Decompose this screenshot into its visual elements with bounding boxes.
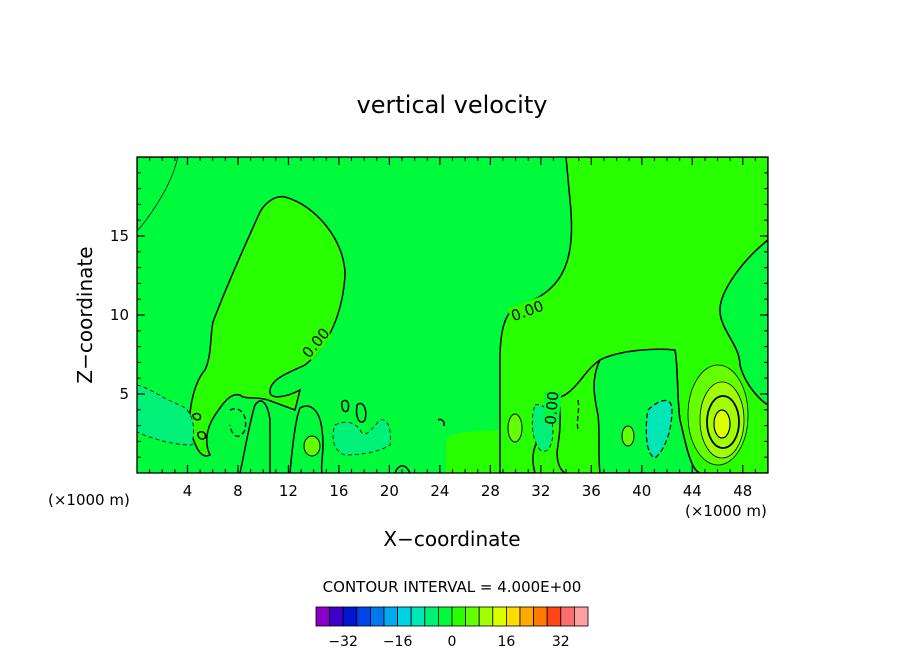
colorbar-tick-label: 16 xyxy=(497,634,515,650)
contour-label-bg-2 xyxy=(507,296,547,324)
field-negative-corner xyxy=(719,239,768,406)
updraft-small-3 xyxy=(621,425,635,447)
x-tick-label: 4 xyxy=(183,482,193,500)
colorbar-swatch xyxy=(574,606,589,627)
downdraft-left xyxy=(137,384,194,446)
updraft-small-1 xyxy=(303,435,321,457)
colorbar-tick-label: 0 xyxy=(448,634,457,650)
x-tick-label: 8 xyxy=(233,482,243,500)
colorbar-swatch xyxy=(410,606,426,627)
contour-small-left xyxy=(192,412,202,421)
contour-surface-1 xyxy=(239,400,271,473)
contour-dashed-1 xyxy=(576,399,580,431)
x-tick-label: 12 xyxy=(279,482,298,500)
colorbar-swatch xyxy=(397,606,412,627)
colorbar-swatch xyxy=(451,606,467,627)
plot-area: 0.00 0.00 0.00 xyxy=(137,157,768,473)
x-tick-label: 44 xyxy=(683,482,702,500)
colorbar-swatch xyxy=(465,606,480,627)
contour-surface-4 xyxy=(437,418,445,427)
colorbar-ticks: −32 −16 0 16 32 xyxy=(328,634,569,650)
contour-surface-2 xyxy=(289,405,324,473)
x-tick-label: 28 xyxy=(481,482,500,500)
downdraft-center xyxy=(332,419,391,456)
x-tick-label: 48 xyxy=(733,482,752,500)
colorbar-swatch xyxy=(546,606,562,627)
x-axis-label: X−coordinate xyxy=(383,527,520,551)
contour-interval: CONTOUR INTERVAL = 4.000E+00 xyxy=(323,578,582,596)
downdraft-right2 xyxy=(645,400,673,459)
colorbar-swatch xyxy=(519,606,535,627)
colorbar-swatch xyxy=(383,606,399,627)
contour-label-3: 0.00 xyxy=(542,391,563,426)
y-tick-label: 10 xyxy=(110,306,129,324)
updraft-small-2 xyxy=(507,413,523,443)
contour-small-left2 xyxy=(197,431,207,440)
x-unit-label-left: (×1000 m) xyxy=(48,491,130,509)
colorbar-swatch xyxy=(437,606,453,627)
colorbar xyxy=(315,606,589,627)
colorbar-swatch xyxy=(492,606,507,627)
y-axis-label: Z−coordinate xyxy=(73,246,97,383)
contour-small-4 xyxy=(355,402,367,423)
colorbar-swatch xyxy=(424,606,439,627)
colorbar-swatch xyxy=(505,606,521,627)
x-tick-label: 20 xyxy=(380,482,399,500)
colorbar-swatch xyxy=(315,606,331,627)
colorbar-swatch xyxy=(369,606,385,627)
contour-small-3 xyxy=(341,399,350,413)
colorbar-swatch xyxy=(356,606,371,627)
colorbar-swatch xyxy=(342,606,358,627)
updraft-core xyxy=(713,409,731,439)
colorbar-tick-label: 32 xyxy=(552,634,570,650)
colorbar-swatch xyxy=(329,606,344,627)
y-tick-label: 5 xyxy=(119,385,129,403)
x-tick-label: 16 xyxy=(329,482,348,500)
y-tick-label: 15 xyxy=(110,227,129,245)
colorbar-tick-label: −32 xyxy=(328,634,358,650)
contour-label-bg-1 xyxy=(299,325,333,361)
contour-dashed-2 xyxy=(229,408,247,437)
contour-surface-3 xyxy=(394,465,411,473)
colorbar-swatch xyxy=(478,606,494,627)
x-tick-label: 36 xyxy=(582,482,601,500)
colorbar-swatch xyxy=(560,606,575,627)
colorbar-tick-label: −16 xyxy=(383,634,413,650)
y-axis: 5 10 15 xyxy=(110,172,768,458)
x-tick-label: 32 xyxy=(531,482,550,500)
x-tick-label: 40 xyxy=(632,482,651,500)
chart-title: vertical velocity xyxy=(357,91,548,119)
field-negative-lower-right xyxy=(593,348,701,473)
colorbar-swatch xyxy=(533,606,548,627)
contour-label-bg-3 xyxy=(542,391,562,425)
x-unit-label-right: (×1000 m) xyxy=(685,502,767,520)
x-tick-label: 24 xyxy=(430,482,449,500)
x-axis: 4 8 12 16 20 24 28 32 36 40 44 48 xyxy=(149,157,756,500)
